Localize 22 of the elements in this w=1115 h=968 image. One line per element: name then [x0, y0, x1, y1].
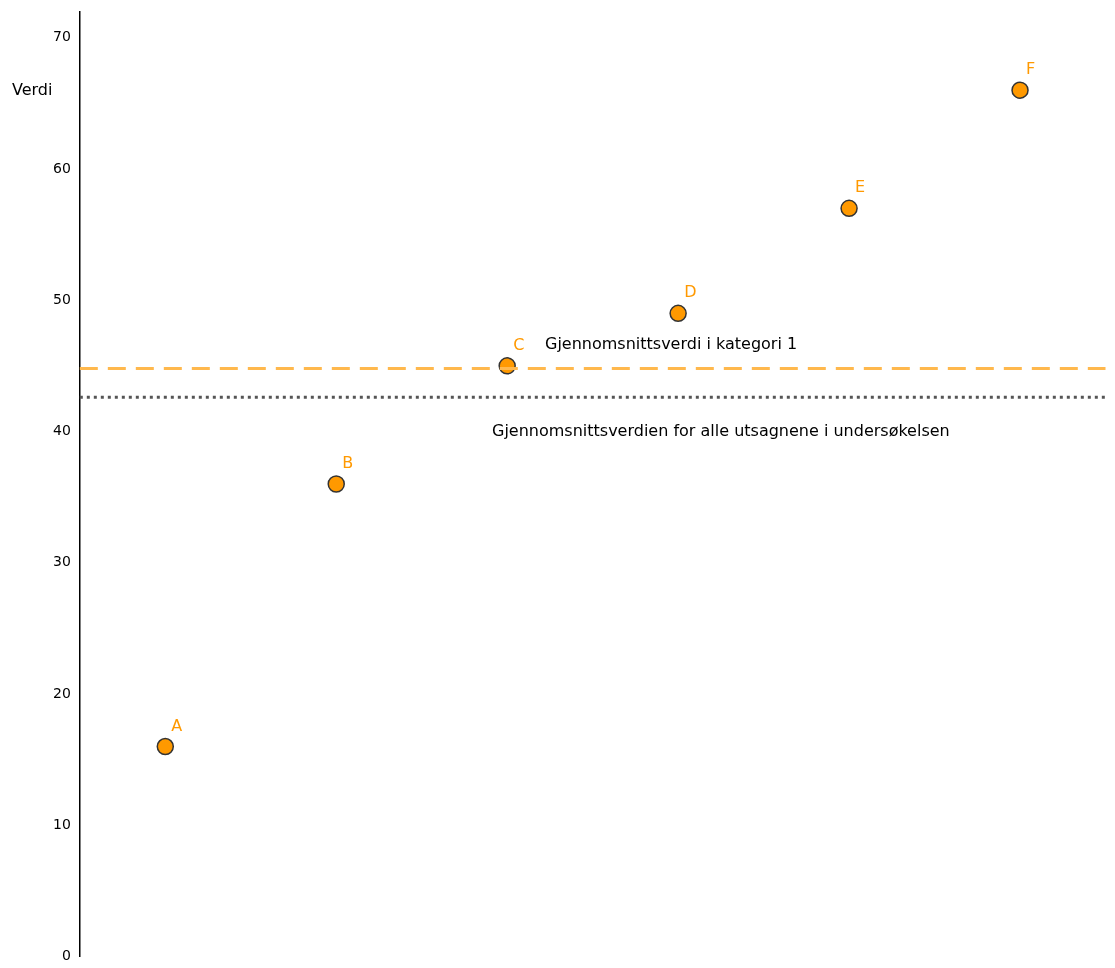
point — [669, 304, 687, 323]
y-tick-label: 70 — [52, 28, 71, 45]
point — [840, 199, 858, 218]
y-tick-label: 40 — [52, 422, 71, 439]
data-label: A — [171, 715, 183, 735]
data-label: D — [684, 282, 697, 302]
data-label: F — [1026, 59, 1036, 79]
y-tick-label: 30 — [52, 553, 71, 570]
y-tick-label: 20 — [52, 684, 71, 701]
ref-line-label: Gjennomsnittsverdien for alle utsagnene i undersøkelsen — [492, 420, 950, 440]
data-label: E — [855, 177, 866, 197]
data-label: B — [342, 453, 354, 473]
y-tick-label: 60 — [52, 159, 71, 176]
point — [1011, 81, 1029, 99]
y-tick-label: 50 — [52, 290, 71, 307]
y-tick-label: 0 — [61, 947, 71, 964]
y-tick-label: 10 — [52, 815, 71, 832]
ref-line-label: Gjennomsnittsverdi i kategori 1 — [545, 333, 798, 353]
y-axis-title: Verdi — [12, 80, 53, 99]
data-label: C — [513, 335, 525, 355]
point — [327, 475, 345, 493]
point — [156, 737, 175, 756]
